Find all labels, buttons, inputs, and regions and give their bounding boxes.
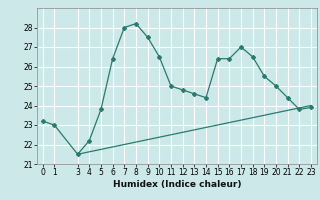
X-axis label: Humidex (Indice chaleur): Humidex (Indice chaleur) [113,180,241,189]
